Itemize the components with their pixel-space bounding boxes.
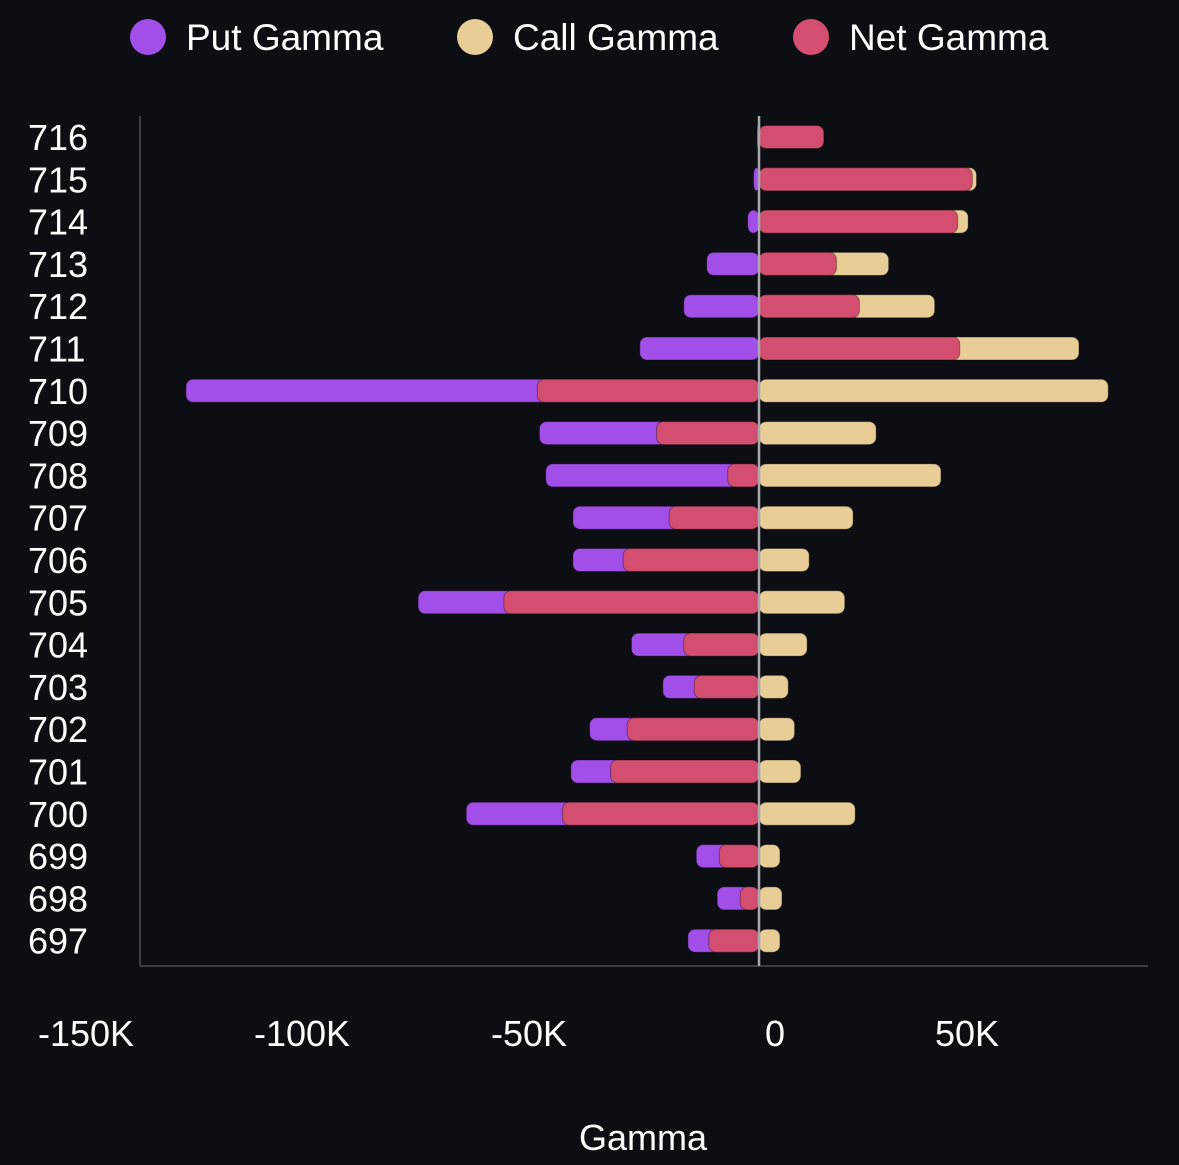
bar-net-gamma-713[interactable] <box>758 251 837 276</box>
legend: Put Gamma Call Gamma Net Gamma <box>130 17 1049 58</box>
legend-put-gamma-label[interactable]: Put Gamma <box>186 17 384 58</box>
bar-net-gamma-715[interactable] <box>758 167 973 192</box>
y-tick-label-698: 698 <box>28 878 88 919</box>
y-tick-label-704: 704 <box>28 625 88 666</box>
x-tick-label-4: 50K <box>935 1013 999 1054</box>
bar-net-gamma-701[interactable] <box>610 759 760 784</box>
x-tick-label-3: 0 <box>765 1013 785 1054</box>
y-tick-label-716: 716 <box>28 117 88 158</box>
bar-net-gamma-704[interactable] <box>683 632 760 657</box>
bar-net-gamma-698[interactable] <box>739 886 760 911</box>
y-tick-label-697: 697 <box>28 921 88 962</box>
x-tick-label-1: -100K <box>254 1013 350 1054</box>
bar-put-gamma-711[interactable] <box>639 336 760 361</box>
bar-put-gamma-708[interactable] <box>545 463 760 488</box>
y-tick-label-714: 714 <box>28 202 88 243</box>
bar-call-gamma-701[interactable] <box>758 759 802 784</box>
bar-net-gamma-710[interactable] <box>536 378 760 403</box>
bar-net-gamma-697[interactable] <box>708 928 760 953</box>
bar-net-gamma-709[interactable] <box>656 421 760 446</box>
legend-put-gamma-swatch[interactable] <box>130 19 166 55</box>
bar-call-gamma-709[interactable] <box>758 421 877 446</box>
bar-call-gamma-708[interactable] <box>758 463 942 488</box>
bar-net-gamma-702[interactable] <box>626 717 760 742</box>
y-tick-label-712: 712 <box>28 286 88 327</box>
bar-net-gamma-712[interactable] <box>758 294 860 319</box>
legend-net-gamma-swatch[interactable] <box>793 19 829 55</box>
bar-net-gamma-711[interactable] <box>758 336 961 361</box>
y-tick-label-701: 701 <box>28 752 88 793</box>
bar-call-gamma-698[interactable] <box>758 886 783 911</box>
y-tick-label-700: 700 <box>28 794 88 835</box>
y-tick-labels: 7167157147137127117107097087077067057047… <box>28 117 88 962</box>
bar-put-gamma-714[interactable] <box>747 209 760 234</box>
y-tick-label-709: 709 <box>28 413 88 454</box>
bar-net-gamma-700[interactable] <box>561 801 760 826</box>
bar-call-gamma-705[interactable] <box>758 590 846 615</box>
bar-put-gamma-712[interactable] <box>683 294 760 319</box>
bar-net-gamma-707[interactable] <box>668 505 760 530</box>
bar-net-gamma-708[interactable] <box>727 463 760 488</box>
y-tick-label-708: 708 <box>28 455 88 496</box>
bar-call-gamma-706[interactable] <box>758 548 810 572</box>
y-tick-label-699: 699 <box>28 836 88 877</box>
y-tick-label-703: 703 <box>28 667 88 708</box>
bar-put-gamma-713[interactable] <box>706 251 760 276</box>
y-tick-label-711: 711 <box>28 329 85 370</box>
bar-net-gamma-699[interactable] <box>718 844 760 869</box>
y-tick-label-702: 702 <box>28 709 88 750</box>
bars <box>185 125 1109 953</box>
bar-call-gamma-702[interactable] <box>758 717 796 742</box>
bar-call-gamma-697[interactable] <box>758 928 781 953</box>
bar-call-gamma-707[interactable] <box>758 505 854 530</box>
legend-call-gamma-swatch[interactable] <box>457 19 493 55</box>
bar-call-gamma-703[interactable] <box>758 674 789 699</box>
y-tick-label-706: 706 <box>28 540 88 581</box>
bar-call-gamma-710[interactable] <box>758 378 1109 403</box>
x-axis-title: Gamma <box>579 1117 708 1158</box>
y-tick-label-705: 705 <box>28 582 88 623</box>
bar-net-gamma-716[interactable] <box>758 125 825 149</box>
bar-call-gamma-704[interactable] <box>758 632 808 657</box>
bar-net-gamma-705[interactable] <box>503 590 760 615</box>
x-tick-label-2: -50K <box>491 1013 567 1054</box>
bar-net-gamma-703[interactable] <box>693 674 760 699</box>
x-tick-label-0: -150K <box>38 1013 134 1054</box>
y-tick-label-710: 710 <box>28 371 88 412</box>
y-tick-label-715: 715 <box>28 159 88 200</box>
bar-call-gamma-699[interactable] <box>758 844 781 869</box>
y-tick-label-713: 713 <box>28 244 88 285</box>
bar-call-gamma-700[interactable] <box>758 801 856 826</box>
x-tick-labels: -150K -100K -50K 0 50K <box>38 1013 999 1054</box>
bar-net-gamma-706[interactable] <box>622 548 760 572</box>
axes <box>139 116 1148 967</box>
legend-call-gamma-label[interactable]: Call Gamma <box>513 17 719 58</box>
legend-net-gamma-label[interactable]: Net Gamma <box>849 17 1049 58</box>
y-tick-label-707: 707 <box>28 498 88 539</box>
bar-net-gamma-714[interactable] <box>758 209 959 234</box>
